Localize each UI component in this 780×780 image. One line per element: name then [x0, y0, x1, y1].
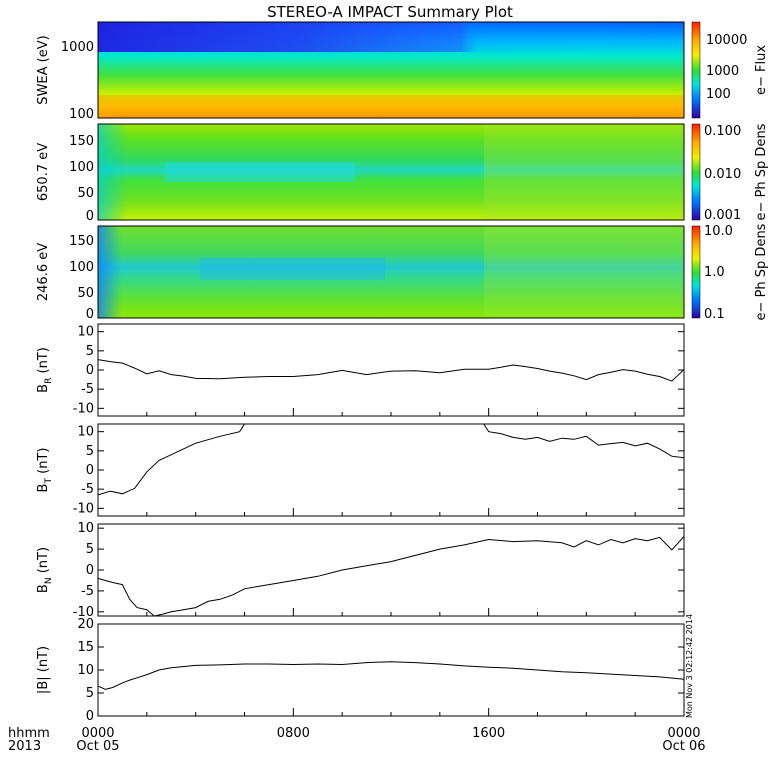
bn-ytick-label-3: -5: [81, 584, 94, 599]
colorbar-swea-tick-1: 1000: [706, 64, 739, 79]
bmag-ylabel: |B| (nT): [36, 646, 51, 694]
pad246-cyan-band: [200, 258, 385, 280]
pad650-ytick-1: 100: [69, 160, 94, 175]
pad246-ylabel: 246.6 eV: [36, 243, 51, 301]
pad246-ytick-3: 0: [86, 307, 94, 322]
panel-bmag: 20 15 10 5 0 |B| (nT): [36, 617, 685, 724]
bmag-ytick-label-2: 10: [77, 663, 94, 678]
swea-ylabel: SWEA (eV): [36, 35, 51, 104]
pad650-ytick-3: 0: [86, 209, 94, 224]
bt-ytick-label-4: -10: [73, 501, 94, 516]
bt-ytick-label-3: -5: [81, 482, 94, 497]
line-panels: 10 5 0 -5 -10 BR (nT) 10 5 0 -5 -10 BT (nT) 10 5 0 -5 -1…: [36, 323, 685, 724]
colorbar-pad650-tick-0: 0.100: [704, 124, 741, 139]
time-tick-date-0: Oct 05: [76, 739, 119, 754]
br-frame: [97, 323, 685, 417]
bt-ytick-label-1: 5: [86, 444, 94, 459]
swea-ytick-0: 1000: [61, 40, 94, 55]
bmag-frame: [97, 623, 685, 717]
time-axis-row1-label: hhmm: [8, 726, 50, 741]
bn-ytick-label-0: 10: [77, 521, 94, 536]
colorbar-swea-tick-2: 100: [706, 87, 731, 102]
colorbar-pad650-label: e− Ph Sp Dens: [754, 123, 769, 220]
br-ytick-label-4: -10: [73, 401, 94, 416]
bn-ytick-label-1: 5: [86, 542, 94, 557]
bn-frame: [97, 523, 685, 617]
pad650-right-region: [484, 124, 684, 220]
pad650-ytick-0: 150: [69, 134, 94, 149]
bt-ylabel: BT (nT): [36, 448, 54, 493]
br-ytick-label-1: 5: [86, 344, 94, 359]
time-tick-date-3: Oct 06: [662, 739, 705, 754]
bn-series-line: [98, 536, 684, 616]
colorbar-pad246-label: e− Ph Sp Dens: [754, 223, 769, 320]
bn-ytick-label-4: -10: [73, 605, 94, 620]
colorbar-pad246-scale: [691, 225, 701, 319]
panel-swea: [97, 21, 685, 119]
time-tick-hhmm-2: 1600: [472, 726, 505, 741]
colorbar-swea-tick-0: 10000: [706, 33, 747, 48]
time-tick-hhmm-1: 0800: [277, 726, 310, 741]
br-ytick-label-3: -5: [81, 382, 94, 397]
pad650-ylabel: 650.7 eV: [36, 143, 51, 201]
colorbar-pad650: 0.100 0.010 0.001 e− Ph Sp Dens: [691, 123, 769, 223]
br-ytick-label-0: 10: [77, 325, 94, 340]
swea-high-energy-band: [98, 22, 684, 52]
colorbar-pad650-tick-1: 0.010: [704, 167, 741, 182]
bmag-ytick-label-4: 0: [86, 709, 94, 724]
panel-br: 10 5 0 -5 -10 BR (nT): [36, 323, 685, 417]
colorbar-pad246: 10.0 1.0 0.1 e− Ph Sp Dens: [691, 223, 769, 322]
time-tick-hhmm-0: 0000: [81, 726, 114, 741]
pad650-y-axis: 650.7 eV 150 100 50 0: [36, 134, 94, 224]
colorbar-pad246-tick-0: 10.0: [704, 224, 733, 239]
colorbar-pad650-tick-2: 0.001: [704, 208, 741, 223]
pad246-frame: [97, 225, 685, 319]
pad246-ytick-0: 150: [69, 234, 94, 249]
pad650-cyan-band: [165, 162, 355, 182]
swea-ytick-1: 100: [69, 107, 94, 122]
bmag-ytick-label-0: 20: [77, 617, 94, 632]
pad246-y-axis: 246.6 eV 150 100 50 0: [36, 234, 94, 322]
colorbar-swea-scale: [691, 21, 701, 119]
bmag-ytick-label-1: 15: [77, 640, 94, 655]
pad650-ytick-2: 50: [77, 186, 94, 201]
br-ylabel: BR (nT): [36, 347, 54, 393]
pad246-right-region: [484, 226, 684, 318]
pad246-left-blue: [98, 226, 684, 318]
bt-ytick-label-0: 10: [77, 425, 94, 440]
colorbar-swea-label: e− Flux: [754, 45, 769, 95]
pad246-ytick-2: 50: [77, 286, 94, 301]
panel-bn: 10 5 0 -5 -10 BN (nT): [36, 521, 685, 620]
bn-ylabel: BN (nT): [36, 547, 54, 593]
panel-pad246: [97, 225, 685, 319]
bn-ytick-label-2: 0: [86, 563, 94, 578]
bt-series-line: [98, 424, 684, 496]
pad246-ytick-1: 100: [69, 260, 94, 275]
panel-pad650: [97, 123, 685, 221]
br-ytick-label-2: 0: [86, 363, 94, 378]
swea-frame: [97, 21, 685, 119]
bt-ytick-label-2: 0: [86, 463, 94, 478]
plot-title: STEREO-A IMPACT Summary Plot: [267, 3, 513, 21]
plot-timestamp: Mon Nov 3 02:12:42 2014: [685, 614, 694, 718]
panel-bt: 10 5 0 -5 -10 BT (nT): [36, 423, 685, 517]
bmag-series-line: [98, 661, 684, 690]
bt-frame: [97, 423, 685, 517]
pad650-frame: [97, 123, 685, 221]
colorbar-pad246-tick-2: 0.1: [704, 307, 725, 322]
swea-y-axis: SWEA (eV) 1000 100: [36, 35, 94, 122]
colorbar-pad246-tick-1: 1.0: [704, 265, 725, 280]
swea-low-energy-band: [98, 95, 684, 118]
colorbar-swea: 10000 1000 100 e− Flux: [691, 21, 769, 119]
colorbar-pad650-scale: [691, 123, 701, 221]
br-series-line: [98, 359, 684, 382]
time-axis-row2-label: 2013: [8, 739, 41, 754]
bmag-ytick-label-3: 5: [86, 686, 94, 701]
time-tick-hhmm-3: 0000: [667, 726, 700, 741]
